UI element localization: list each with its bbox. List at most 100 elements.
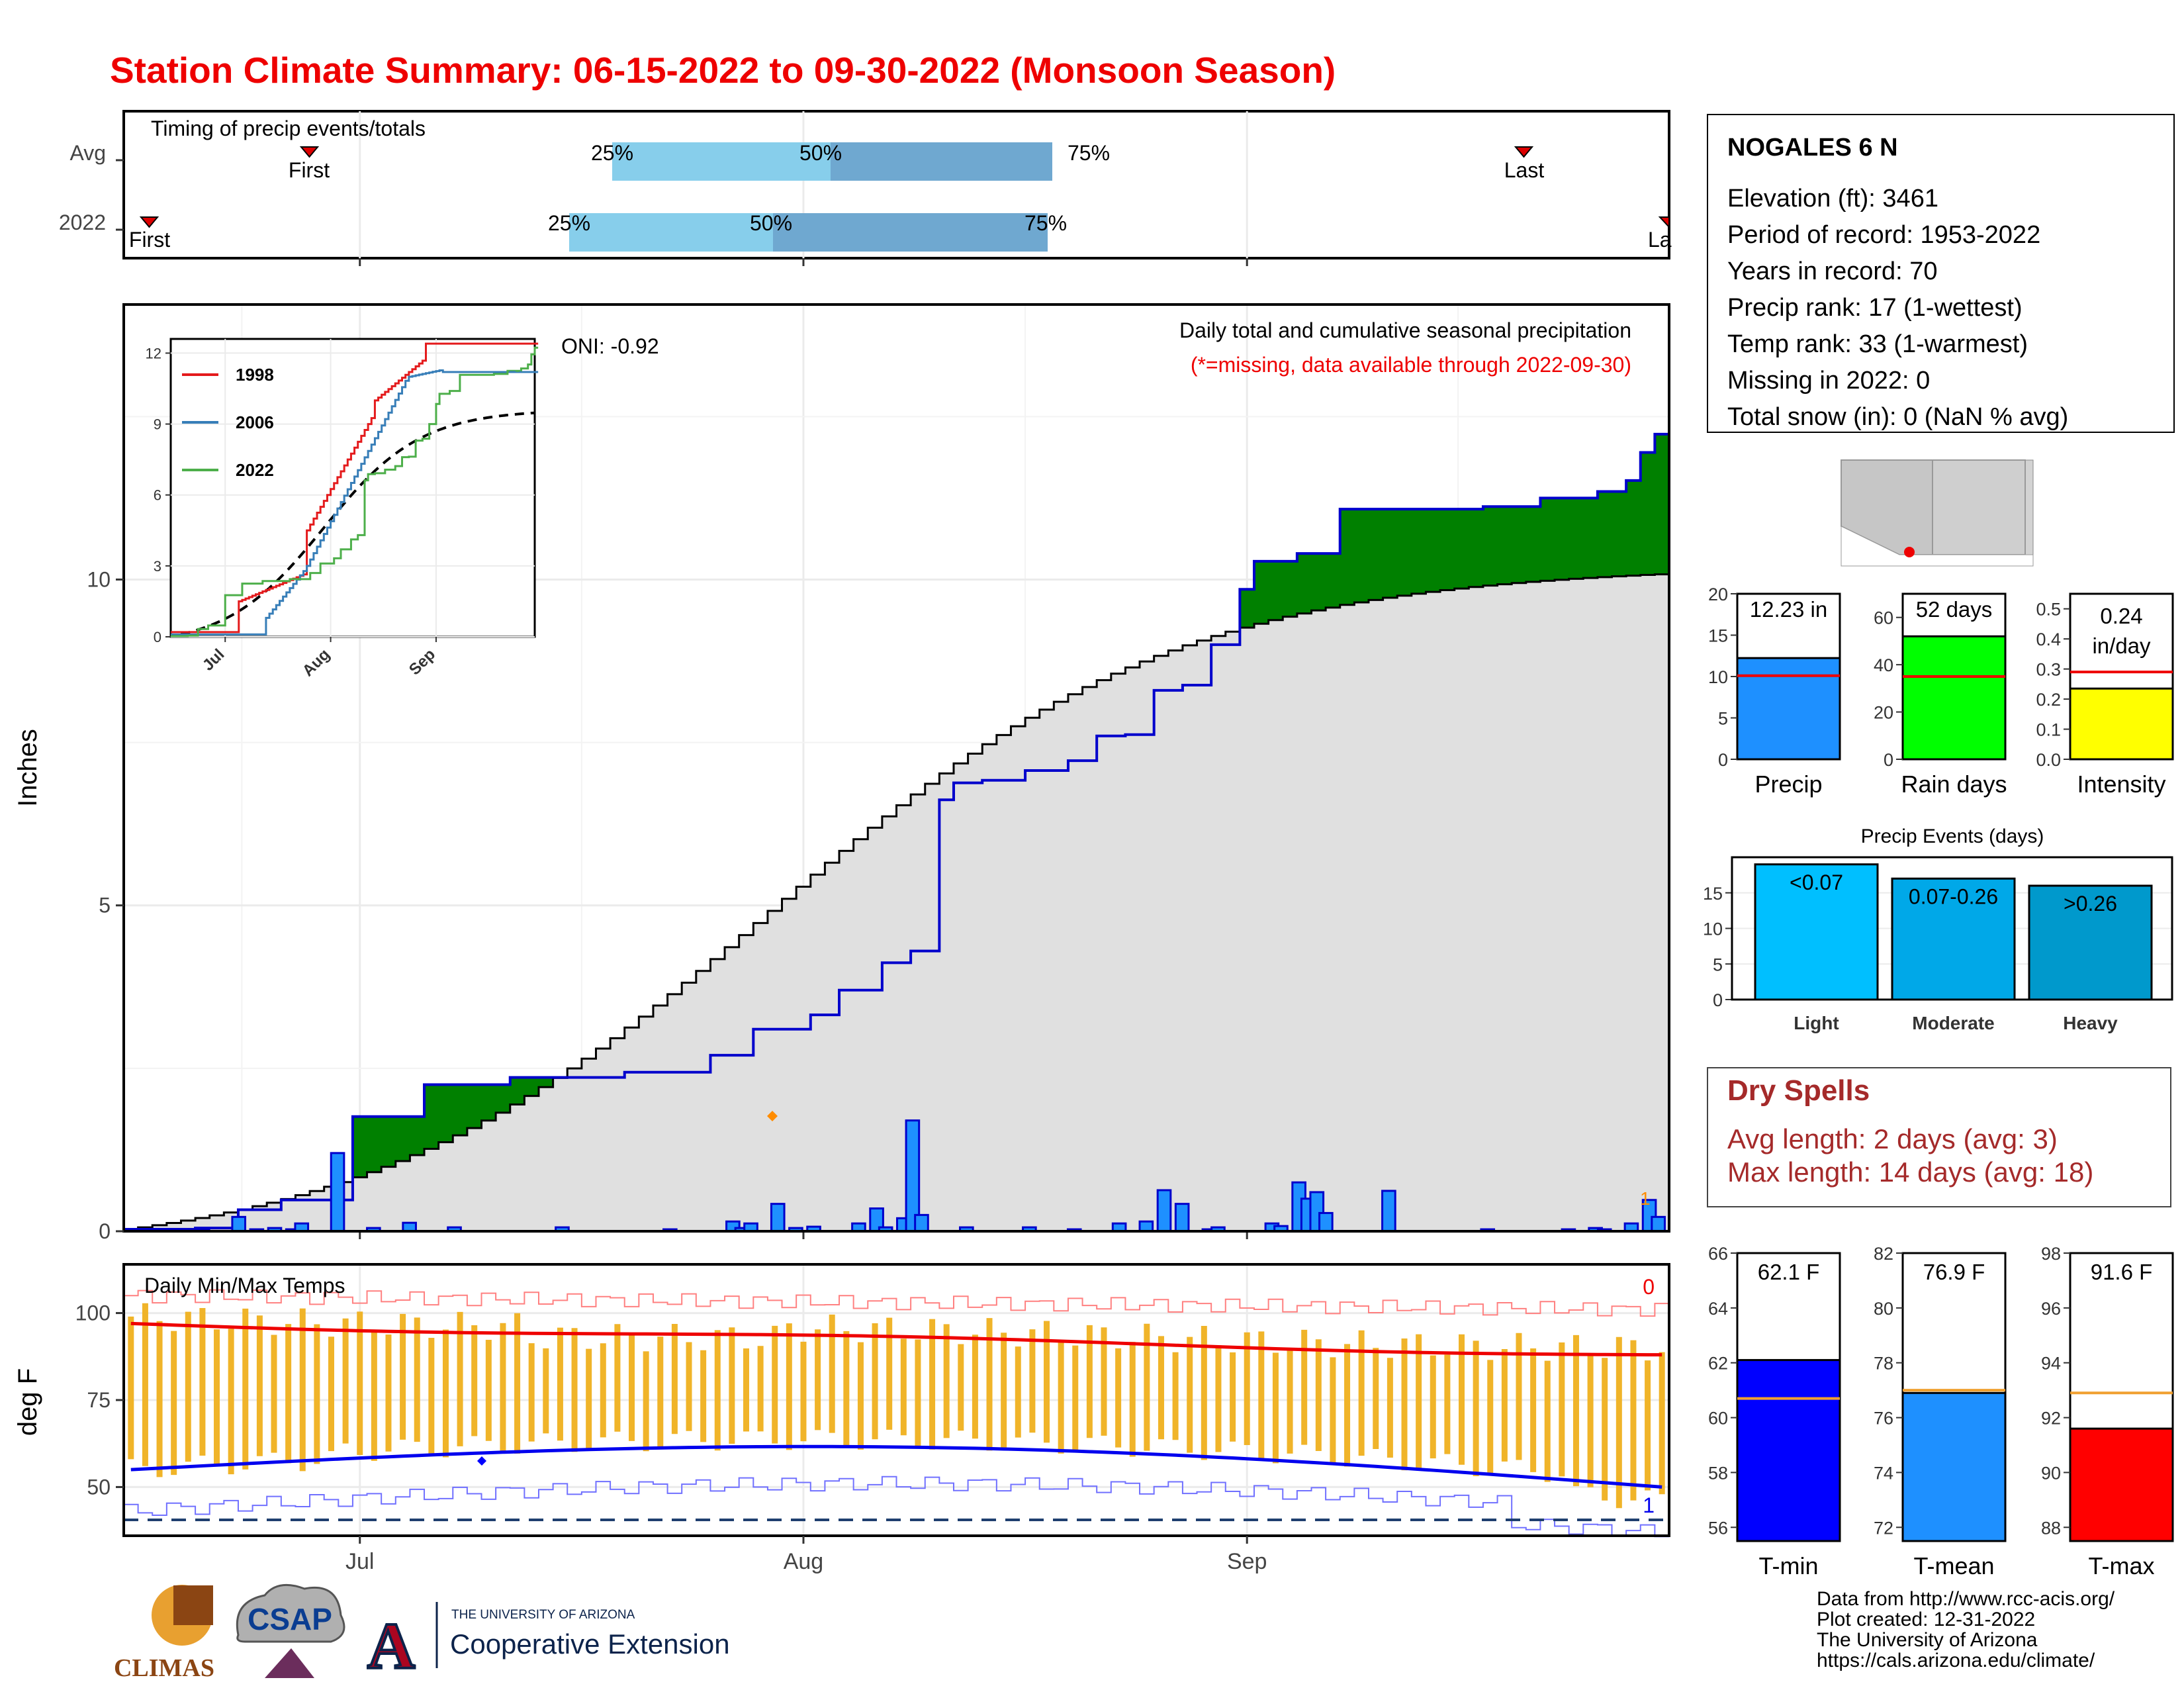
above-average-area — [124, 434, 1669, 1230]
summary-panel-label: T-max — [2088, 1552, 2154, 1579]
ua-coop-logo: A THE UNIVERSITY OF ARIZONA Cooperative … — [366, 1602, 730, 1684]
footer-line: The University of Arizona — [1817, 1629, 2038, 1651]
summary-ytick-label: 76 — [1874, 1409, 1893, 1429]
summary-ytick-label: 80 — [1874, 1299, 1893, 1319]
station-info-line: Temp rank: 33 (1-warmest) — [1727, 330, 2028, 358]
avg-cumulative-area — [124, 574, 1669, 1231]
temperature-panel: 50 75 100 Daily Min/Max Temps 0 1 deg F — [13, 1263, 1670, 1538]
events-bar-label: Heavy — [2063, 1013, 2118, 1033]
temp-cold-count: 1 — [1643, 1493, 1655, 1517]
summary-panel-label: T-mean — [1913, 1552, 1994, 1579]
station-info-line: Total snow (in): 0 (NaN % avg) — [1727, 403, 2068, 431]
summary-ytick-label: 0.4 — [2036, 630, 2061, 649]
summary-panel-label: T-min — [1759, 1552, 1819, 1579]
inset-avg-line — [180, 411, 535, 636]
map-mexico — [1841, 526, 2034, 567]
avg-max-line — [130, 1321, 1662, 1357]
station-info-line: Period of record: 1953-2022 — [1727, 221, 2040, 249]
events-ytick-label: 5 — [1713, 955, 1723, 974]
dry-spells-avg: Avg length: 2 days (avg: 3) — [1727, 1123, 2058, 1154]
inset-ytick-label: 9 — [154, 416, 161, 433]
record-min-line — [124, 1476, 1669, 1538]
daily-precip-bar — [231, 1215, 247, 1233]
month-tick-label: Sep — [1227, 1549, 1267, 1574]
footer-line: https://cals.arizona.edu/climate/ — [1817, 1650, 2095, 1671]
station-box-frame — [1707, 114, 2175, 433]
inset-legend-label: 1998 — [236, 365, 274, 385]
page-title: Station Climate Summary: 06-15-2022 to 0… — [110, 50, 1336, 91]
station-name: NOGALES 6 N — [1727, 134, 1898, 162]
y2022-p75-label: 75% — [1024, 211, 1067, 235]
events-ytick-label: 0 — [1713, 990, 1723, 1010]
inset-line-1998 — [171, 342, 539, 633]
summary-value-text: 76.9 F — [1923, 1260, 1985, 1284]
y2022-p50-label: 50% — [750, 211, 792, 235]
csap-mountain-icon — [265, 1648, 314, 1678]
y2022-first-marker — [139, 216, 159, 228]
summary-ytick-label: 60 — [1708, 1409, 1728, 1429]
daily-precip-bar — [1174, 1203, 1190, 1233]
daily-precip-bar — [1381, 1190, 1396, 1233]
y2022-last-marker — [1658, 216, 1670, 229]
summary-ytick-label: 56 — [1708, 1518, 1728, 1538]
station-info-line: Precip rank: 17 (1-wettest) — [1727, 294, 2023, 322]
month-tick-label: Aug — [784, 1549, 824, 1574]
summary-value-text: 91.6 F — [2091, 1260, 2153, 1284]
summary-ytick-label: 64 — [1708, 1299, 1728, 1319]
summary-value-text: 12.23 in — [1750, 597, 1827, 622]
main-ylabel: Inches — [13, 729, 42, 807]
ua-big-text: Cooperative Extension — [450, 1628, 730, 1660]
summary-ytick-label: 72 — [1874, 1518, 1893, 1538]
timing-row-avg: Avg — [69, 141, 106, 165]
summary-ytick-label: 60 — [1874, 608, 1893, 628]
timing-label: Timing of precip events/totals — [151, 117, 426, 140]
y2022-p25-label: 25% — [548, 211, 590, 235]
csap-cloud-shape — [236, 1583, 345, 1643]
avg-25-50-bar — [612, 142, 831, 181]
inset-ytick-label: 3 — [154, 558, 161, 575]
summary-ytick-label: 0.0 — [2036, 750, 2061, 770]
main-subtitle: Daily total and cumulative seasonal prec… — [1179, 318, 1631, 342]
ua-a-icon: A — [367, 1609, 415, 1683]
avg-first-label: First — [289, 158, 330, 182]
inset-frame — [169, 338, 536, 638]
events-bar — [1754, 863, 1879, 1001]
summary-panel-label: Intensity — [2077, 771, 2165, 798]
summary-ytick-label: 74 — [1874, 1463, 1893, 1483]
summary-ytick-label: 5 — [1718, 709, 1728, 729]
footer-line: Data from http://www.rcc-acis.org/ — [1817, 1588, 2115, 1610]
temp-hot-count: 0 — [1643, 1275, 1655, 1299]
events-bar-label: Light — [1794, 1013, 1839, 1033]
summary-ytick-label: 40 — [1874, 655, 1893, 675]
main-panel-border — [122, 303, 1670, 1233]
climas-logo: CLIMAS — [114, 1585, 214, 1682]
events-bar-text: 0.07-0.26 — [1909, 884, 1998, 908]
record-low-marker — [477, 1456, 486, 1466]
summary-ytick-label: 98 — [2041, 1244, 2061, 1264]
summary-value-text: 62.1 F — [1758, 1260, 1820, 1284]
events-bar-label: Moderate — [1912, 1013, 1994, 1033]
avg-p50-label: 50% — [799, 141, 842, 165]
inset-legend-label: 2022 — [236, 460, 274, 480]
summary-ytick-label: 0.5 — [2036, 600, 2061, 620]
oni-label: ONI: -0.92 — [561, 334, 659, 358]
station-location-dot — [1904, 547, 1915, 557]
summary-ytick-label: 0.3 — [2036, 660, 2061, 680]
temp-ytick-label: 100 — [75, 1301, 111, 1325]
station-info-box: NOGALES 6 N Elevation (ft): 3461 Period o… — [1707, 114, 2175, 433]
summary-ytick-label: 96 — [2041, 1299, 2061, 1319]
events-bar-text: <0.07 — [1790, 870, 1843, 894]
main-note: (*=missing, data available through 2022-… — [1191, 353, 1631, 377]
y2022-first-label: First — [129, 228, 170, 252]
inset-ytick-label: 12 — [146, 345, 161, 361]
summary-value-bar — [1736, 657, 1841, 761]
summary-ytick-label: 20 — [1708, 585, 1728, 604]
y2022-25-50-bar — [569, 213, 773, 252]
dry-spells-title: Dry Spells — [1727, 1074, 1870, 1107]
main-ytick-label: 0 — [99, 1219, 111, 1243]
events-ytick-label: 10 — [1703, 919, 1723, 939]
daily-precip-bar — [1651, 1215, 1666, 1233]
record-max-line — [124, 1289, 1669, 1317]
summary-value-bar — [1901, 635, 2007, 761]
